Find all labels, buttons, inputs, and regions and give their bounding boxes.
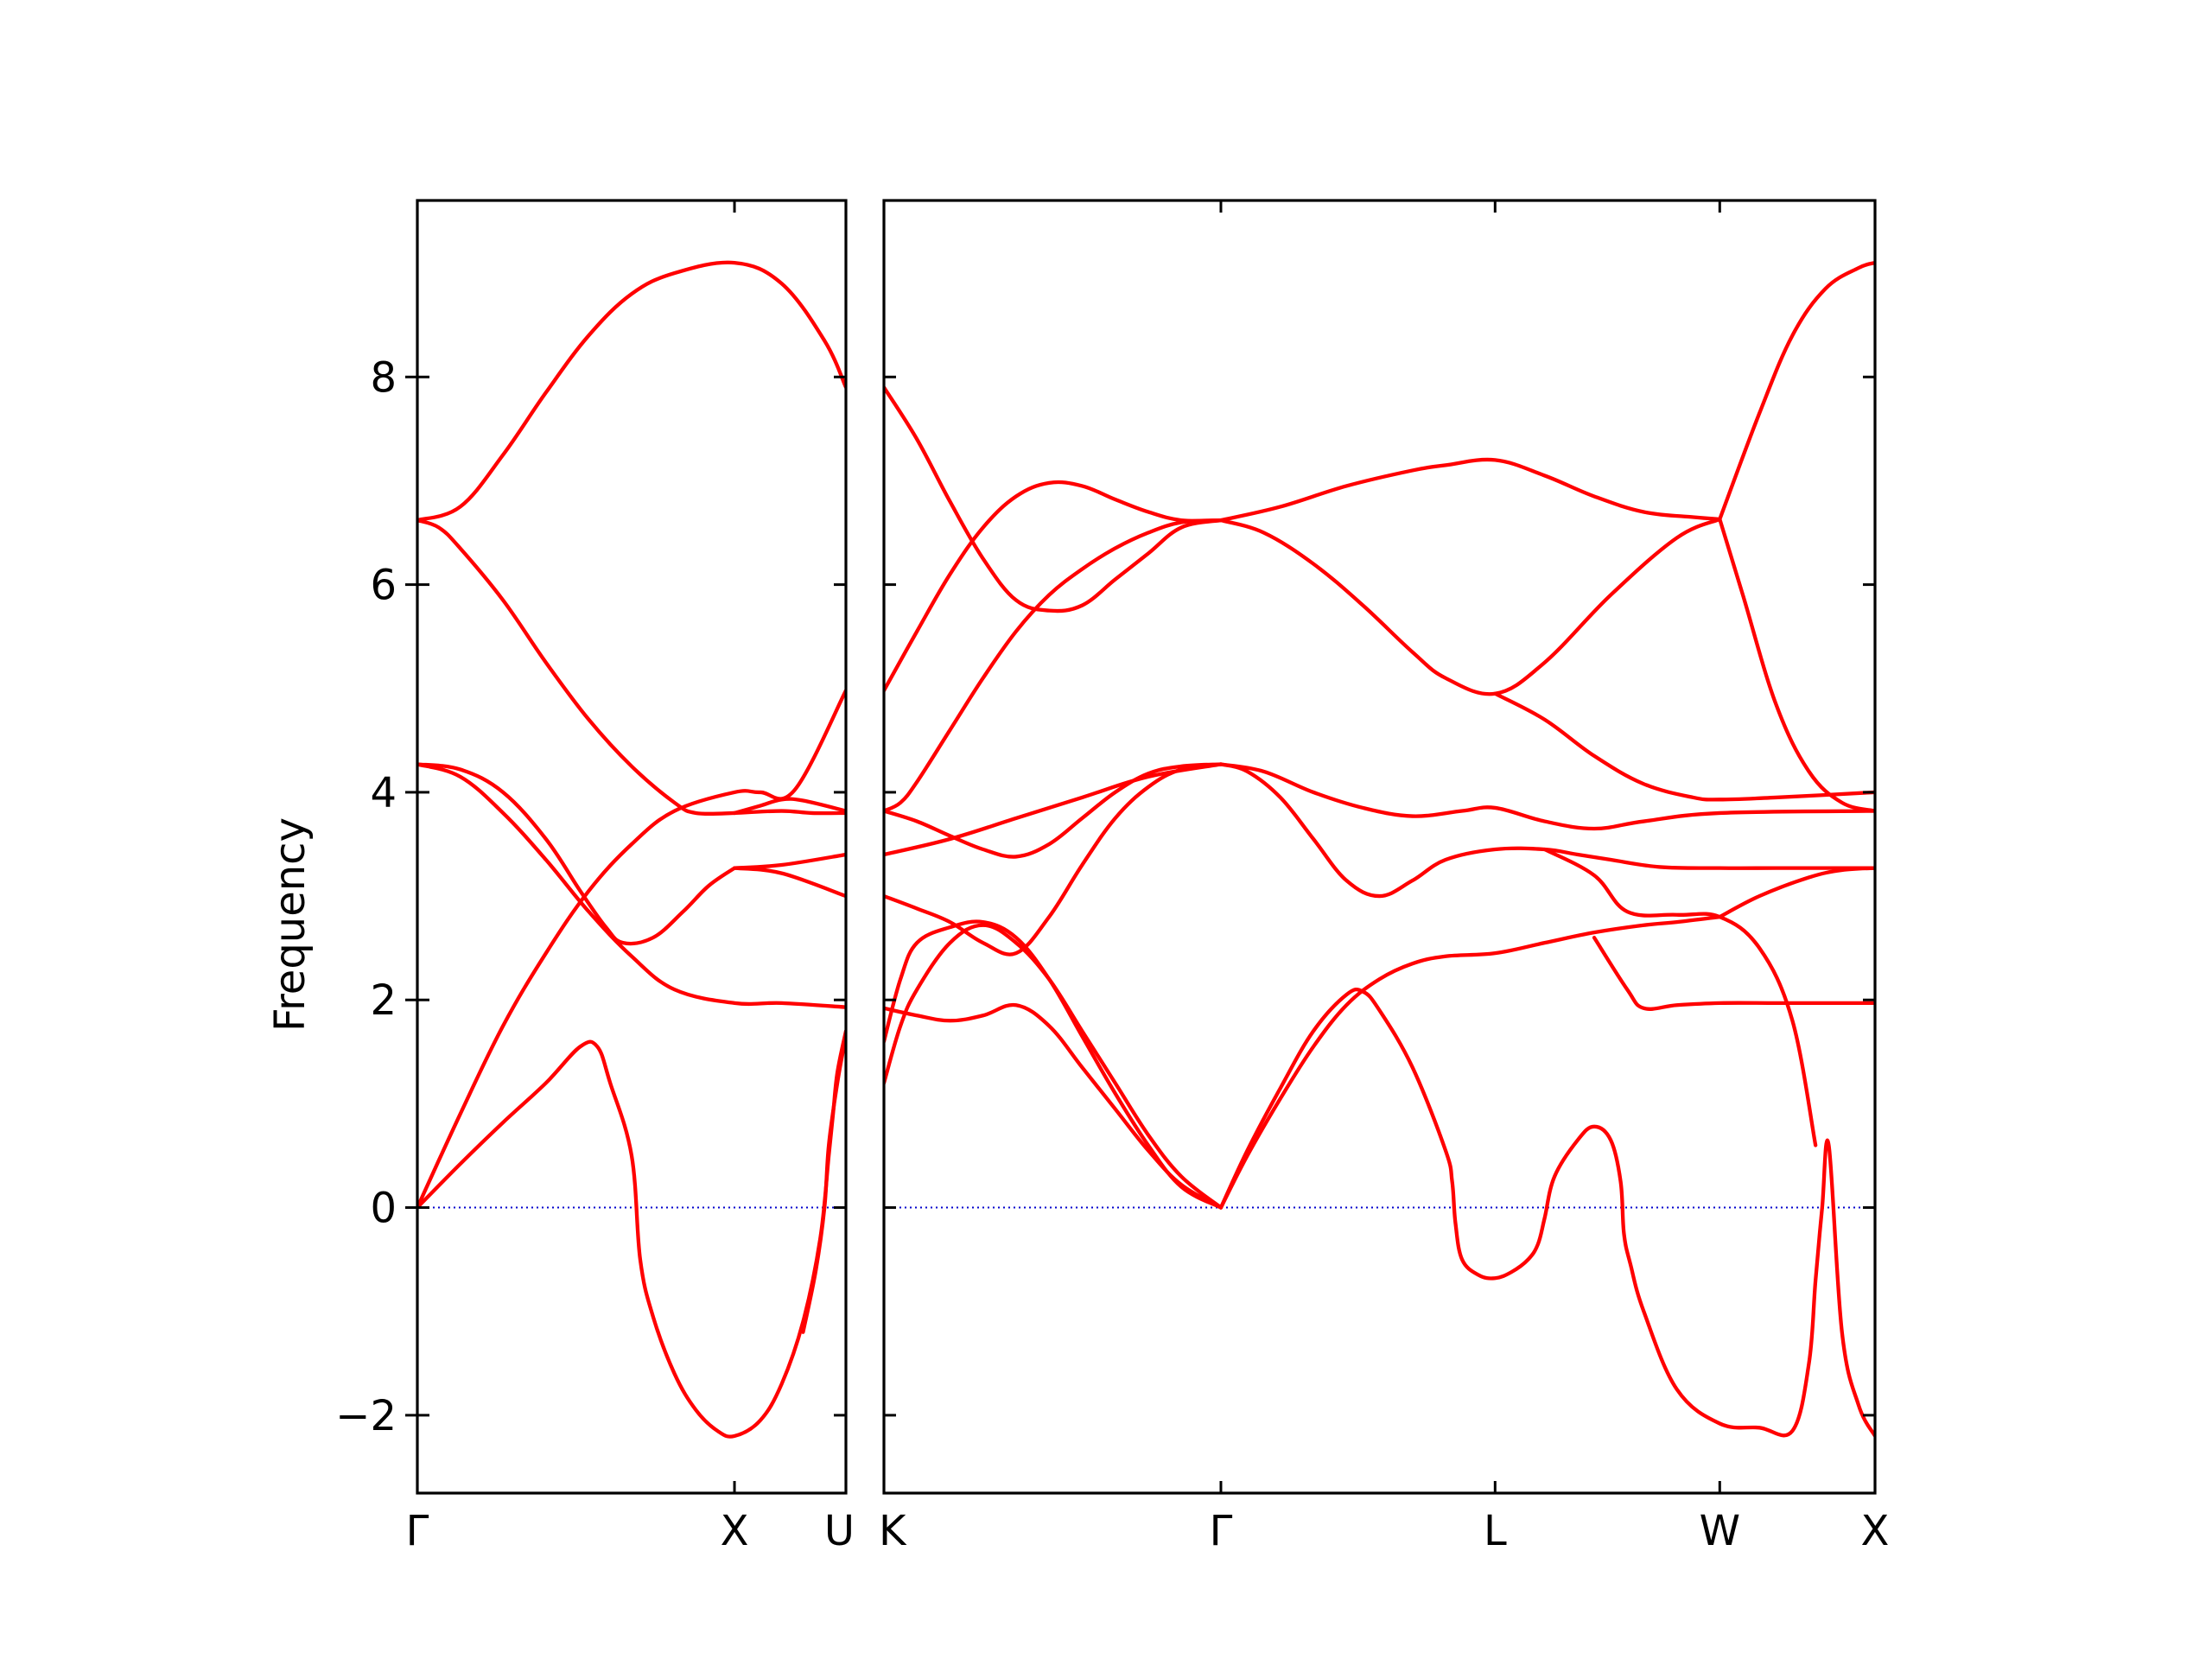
y-tick-label: −2 xyxy=(335,1392,397,1440)
x-tick-label: K xyxy=(879,1507,907,1555)
x-tick-label: X xyxy=(1861,1507,1890,1555)
y-tick-label: 4 xyxy=(370,769,397,817)
band-line xyxy=(884,385,1224,613)
band-line xyxy=(1218,914,1722,1210)
band-line xyxy=(1218,762,1875,831)
y-tick-label: 0 xyxy=(370,1185,397,1233)
band-line xyxy=(732,852,846,870)
band-line xyxy=(801,1034,846,1334)
y-tick-label: 6 xyxy=(370,562,397,610)
band-line xyxy=(1218,517,1722,696)
y-axis-label: Frequency xyxy=(266,817,315,1032)
band-line xyxy=(732,797,846,816)
band-line xyxy=(884,480,1224,693)
band-line xyxy=(1592,935,1875,1011)
band-line xyxy=(884,762,1224,859)
band-line xyxy=(1718,517,1875,813)
y-axis-ticks: −2 0 2 4 6 8 xyxy=(335,353,417,1440)
panel-frame xyxy=(882,199,1877,1495)
x-tick-label: L xyxy=(1484,1507,1507,1555)
band-line xyxy=(884,762,1224,957)
band-line xyxy=(1493,691,1875,802)
band-line xyxy=(1718,260,1875,522)
band-line xyxy=(1542,847,1818,1147)
band-line xyxy=(417,762,846,1009)
band-line xyxy=(884,1002,1224,1210)
x-tick-label: Γ xyxy=(406,1507,429,1555)
band-line xyxy=(884,518,1224,813)
x-tick-label: Γ xyxy=(1210,1507,1233,1555)
band-line xyxy=(884,923,1224,1210)
band-line xyxy=(1218,987,1875,1439)
band-line xyxy=(417,260,846,523)
x-tick-label: X xyxy=(721,1507,749,1555)
band-line xyxy=(417,762,737,946)
band-line xyxy=(732,866,846,899)
x-tick-label: W xyxy=(1700,1507,1740,1555)
band-line xyxy=(732,809,846,816)
y-tick-label: 8 xyxy=(370,353,397,402)
panel-frame xyxy=(416,199,848,1495)
band-line xyxy=(1718,866,1875,919)
y-tick-label: 2 xyxy=(370,976,397,1025)
band-line xyxy=(884,762,1224,857)
band-line xyxy=(417,689,846,1210)
band-line xyxy=(1218,762,1875,899)
band-line xyxy=(417,1029,846,1439)
x-tick-label: U xyxy=(824,1507,855,1555)
band-line xyxy=(1218,457,1722,523)
